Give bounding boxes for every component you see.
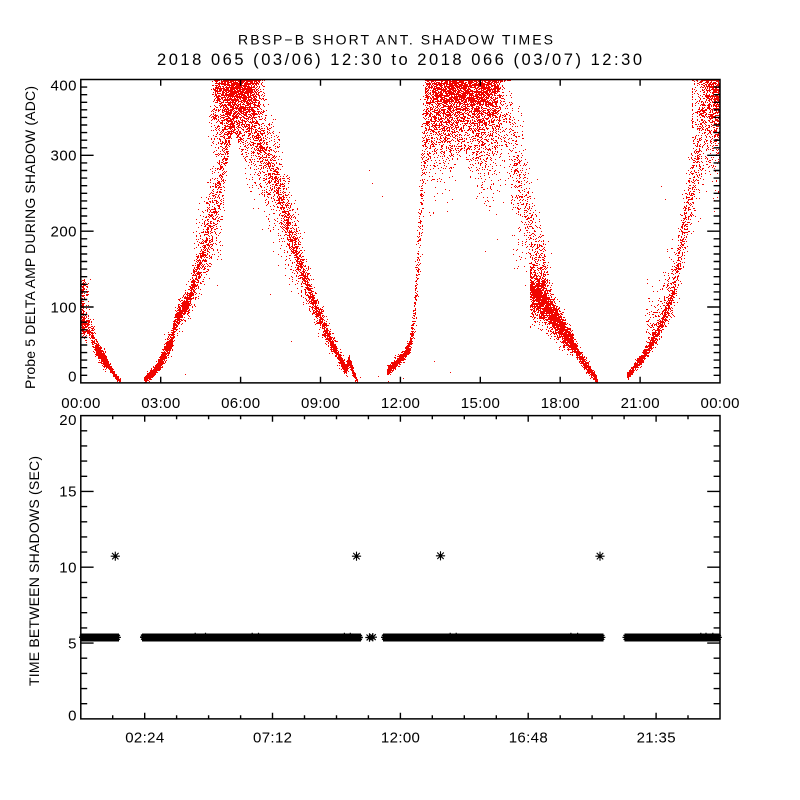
svg-text:5: 5 xyxy=(68,635,76,652)
svg-text:15:00: 15:00 xyxy=(461,395,500,412)
svg-text:21:35: 21:35 xyxy=(637,729,676,746)
svg-text:21:00: 21:00 xyxy=(621,395,660,412)
svg-text:100: 100 xyxy=(51,299,77,316)
svg-text:300: 300 xyxy=(51,148,77,165)
svg-text:0: 0 xyxy=(68,707,76,724)
svg-text:400: 400 xyxy=(51,77,77,94)
svg-text:18:00: 18:00 xyxy=(541,395,580,412)
svg-text:02:24: 02:24 xyxy=(125,729,164,746)
svg-text:16:48: 16:48 xyxy=(509,729,548,746)
svg-text:09:00: 09:00 xyxy=(301,395,340,412)
svg-text:2018 065 (03/06) 12:30 to 2018: 2018 065 (03/06) 12:30 to 2018 066 (03/0… xyxy=(157,51,642,69)
svg-text:TIME BETWEEN SHADOWS (SEC): TIME BETWEEN SHADOWS (SEC) xyxy=(26,456,42,686)
svg-text:10: 10 xyxy=(59,560,76,577)
svg-text:12:00: 12:00 xyxy=(381,729,420,746)
svg-text:06:00: 06:00 xyxy=(221,395,260,412)
svg-text:20: 20 xyxy=(59,412,76,429)
svg-text:200: 200 xyxy=(51,224,77,241)
svg-text:15: 15 xyxy=(59,484,76,501)
svg-text:12:00: 12:00 xyxy=(381,395,420,412)
svg-text:03:00: 03:00 xyxy=(141,395,180,412)
svg-text:00:00: 00:00 xyxy=(701,395,740,412)
svg-text:0: 0 xyxy=(68,369,76,386)
svg-text:Probe 5 DELTA AMP DURING SHADO: Probe 5 DELTA AMP DURING SHADOW (ADC) xyxy=(22,86,38,389)
svg-text:RBSP−B SHORT ANT. SHADOW TIMES: RBSP−B SHORT ANT. SHADOW TIMES xyxy=(238,32,553,48)
svg-text:00:00: 00:00 xyxy=(61,395,100,412)
svg-text:07:12: 07:12 xyxy=(253,729,292,746)
